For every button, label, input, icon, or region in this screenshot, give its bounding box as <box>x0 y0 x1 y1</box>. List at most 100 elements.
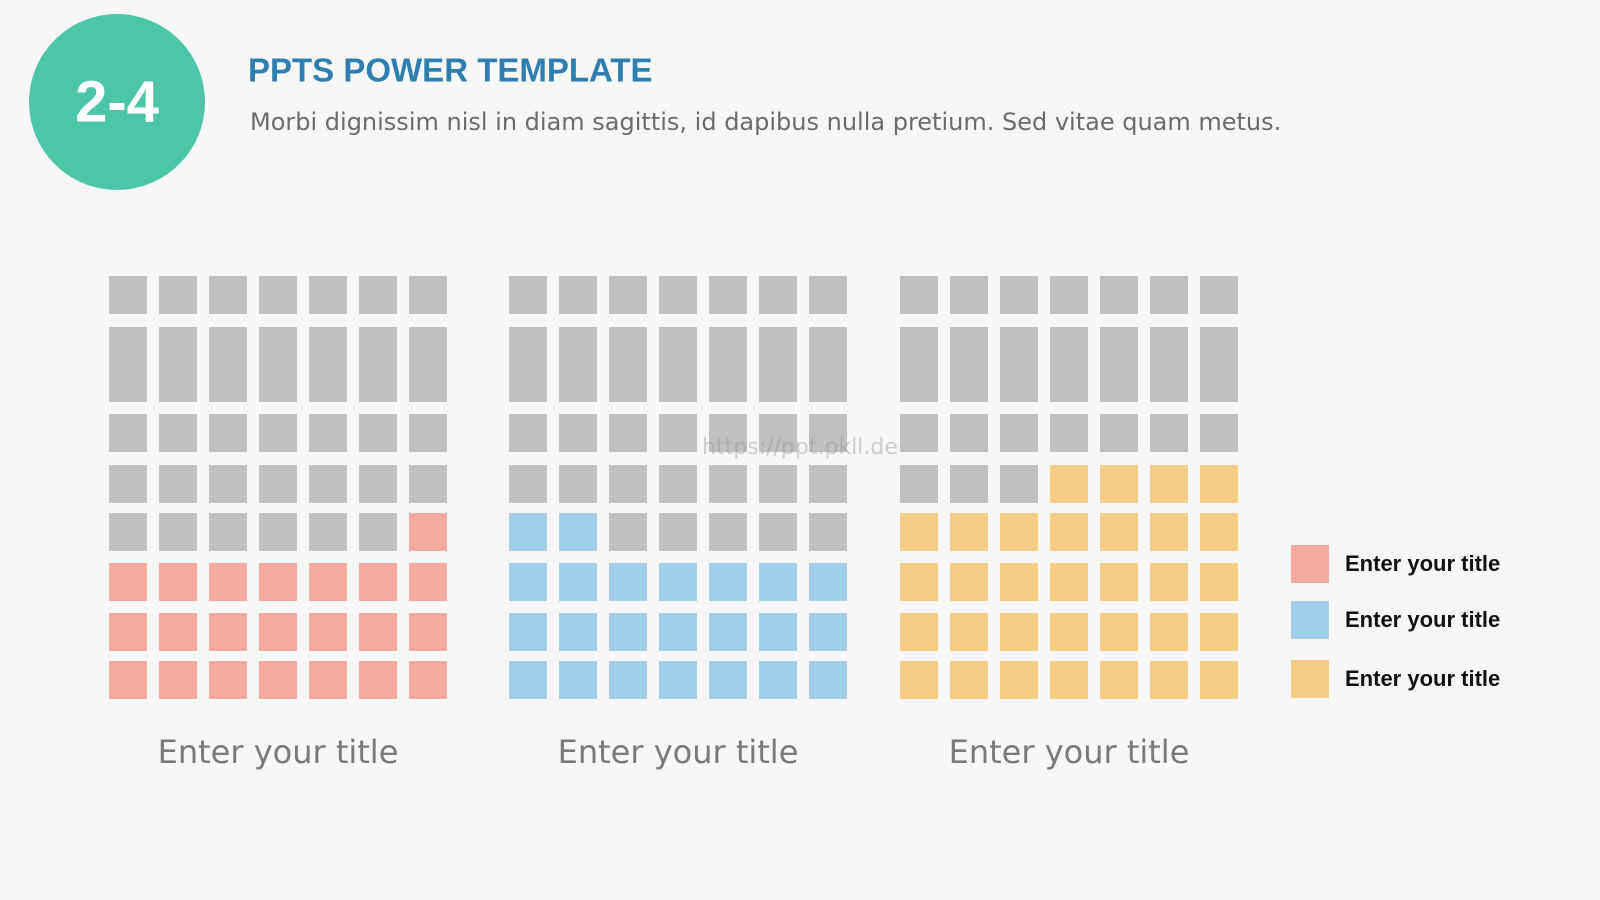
waffle-cell <box>359 513 397 551</box>
waffle-cell <box>759 414 797 452</box>
waffle-cell <box>1050 414 1088 452</box>
waffle-cell-filled <box>900 563 938 601</box>
waffle-cell <box>209 414 247 452</box>
waffle-cell-filled <box>950 563 988 601</box>
waffle-cell <box>609 276 647 314</box>
waffle-cell <box>1150 414 1188 452</box>
waffle-cell <box>559 414 597 452</box>
waffle-cell-filled <box>159 613 197 651</box>
waffle-cell <box>900 276 938 314</box>
badge-circle <box>29 14 205 190</box>
waffle-cell <box>559 327 597 402</box>
waffle-cell <box>1150 276 1188 314</box>
waffle-cell-filled <box>1050 613 1088 651</box>
waffle-cell <box>159 465 197 503</box>
waffle-cell <box>409 327 447 402</box>
waffle-cell-filled <box>209 563 247 601</box>
waffle-cell <box>309 276 347 314</box>
waffle-cell <box>509 276 547 314</box>
waffle-cell-filled <box>900 613 938 651</box>
waffle-cell <box>1100 414 1138 452</box>
waffle-cell-filled <box>1100 465 1138 503</box>
waffle-cell <box>1200 276 1238 314</box>
waffle-cell-filled <box>1200 661 1238 699</box>
waffle-cell-filled <box>1200 513 1238 551</box>
legend-label: Enter your title <box>1345 607 1500 632</box>
badge-text: 2-4 <box>75 69 159 134</box>
waffle-cell <box>809 276 847 314</box>
legend-swatch <box>1291 545 1329 583</box>
waffle-cell-filled <box>259 661 297 699</box>
waffle-cell <box>109 414 147 452</box>
waffle-cell <box>159 276 197 314</box>
waffle-cell-filled <box>109 563 147 601</box>
waffle-cell-filled <box>609 661 647 699</box>
waffle-cell <box>159 414 197 452</box>
waffle-cell <box>759 327 797 402</box>
waffle-cell-filled <box>1000 513 1038 551</box>
waffle-cell-filled <box>159 661 197 699</box>
waffle-cell-filled <box>1100 513 1138 551</box>
waffle-cell-filled <box>109 613 147 651</box>
waffle-cell <box>609 414 647 452</box>
waffle-cell <box>309 465 347 503</box>
waffle-cell-filled <box>1050 465 1088 503</box>
waffle-cell <box>809 513 847 551</box>
waffle-cell-filled <box>809 661 847 699</box>
waffle-cell-filled <box>559 661 597 699</box>
waffle-cell-filled <box>950 661 988 699</box>
waffle-cell-filled <box>659 661 697 699</box>
waffle-cell <box>709 513 747 551</box>
waffle-cell-filled <box>759 661 797 699</box>
waffle-cell-filled <box>309 613 347 651</box>
waffle-cell-filled <box>1000 661 1038 699</box>
waffle-cell-filled <box>1200 563 1238 601</box>
waffle-cell-filled <box>209 613 247 651</box>
waffle-cell <box>709 327 747 402</box>
waffle-cell <box>359 465 397 503</box>
waffle-cell <box>309 414 347 452</box>
watermark: https://ppt.pkll.de <box>702 435 898 460</box>
waffle-cell <box>359 327 397 402</box>
waffle-cell-filled <box>809 613 847 651</box>
subtitle: Morbi dignissim nisl in diam sagittis, i… <box>250 108 1281 136</box>
waffle-cell-filled <box>709 563 747 601</box>
waffle-cell-filled <box>409 563 447 601</box>
waffle-cell-filled <box>409 613 447 651</box>
waffle-cell-filled <box>159 563 197 601</box>
waffle-cell-filled <box>1150 513 1188 551</box>
waffle-cell <box>259 513 297 551</box>
waffle-cell <box>900 465 938 503</box>
waffle-cell <box>259 465 297 503</box>
waffle-cell <box>109 513 147 551</box>
waffle-cell-filled <box>209 661 247 699</box>
waffle-cell <box>950 465 988 503</box>
waffle-cell <box>1050 276 1088 314</box>
waffle-cell <box>1000 465 1038 503</box>
waffle-cell <box>1000 327 1038 402</box>
waffle-cell-filled <box>109 661 147 699</box>
waffle-cell <box>1050 327 1088 402</box>
waffle-cell <box>659 276 697 314</box>
waffle-cell <box>409 414 447 452</box>
waffle-cell <box>609 513 647 551</box>
waffle-cell-filled <box>1050 661 1088 699</box>
legend-swatch <box>1291 601 1329 639</box>
waffle-cell-filled <box>950 613 988 651</box>
waffle-cell-filled <box>609 563 647 601</box>
waffle-cell <box>900 327 938 402</box>
waffle-cell <box>109 465 147 503</box>
waffle-cell <box>1000 414 1038 452</box>
waffle-cell <box>209 276 247 314</box>
waffle-cell-filled <box>1150 613 1188 651</box>
waffle-cell-filled <box>509 513 547 551</box>
waffle-cell <box>659 414 697 452</box>
waffle-cell-filled <box>659 613 697 651</box>
waffle-cell <box>809 414 847 452</box>
waffle-cell <box>950 414 988 452</box>
waffle-cell <box>709 414 747 452</box>
waffle-cell <box>609 465 647 503</box>
waffle-cell-filled <box>409 513 447 551</box>
waffle-cell-filled <box>759 613 797 651</box>
